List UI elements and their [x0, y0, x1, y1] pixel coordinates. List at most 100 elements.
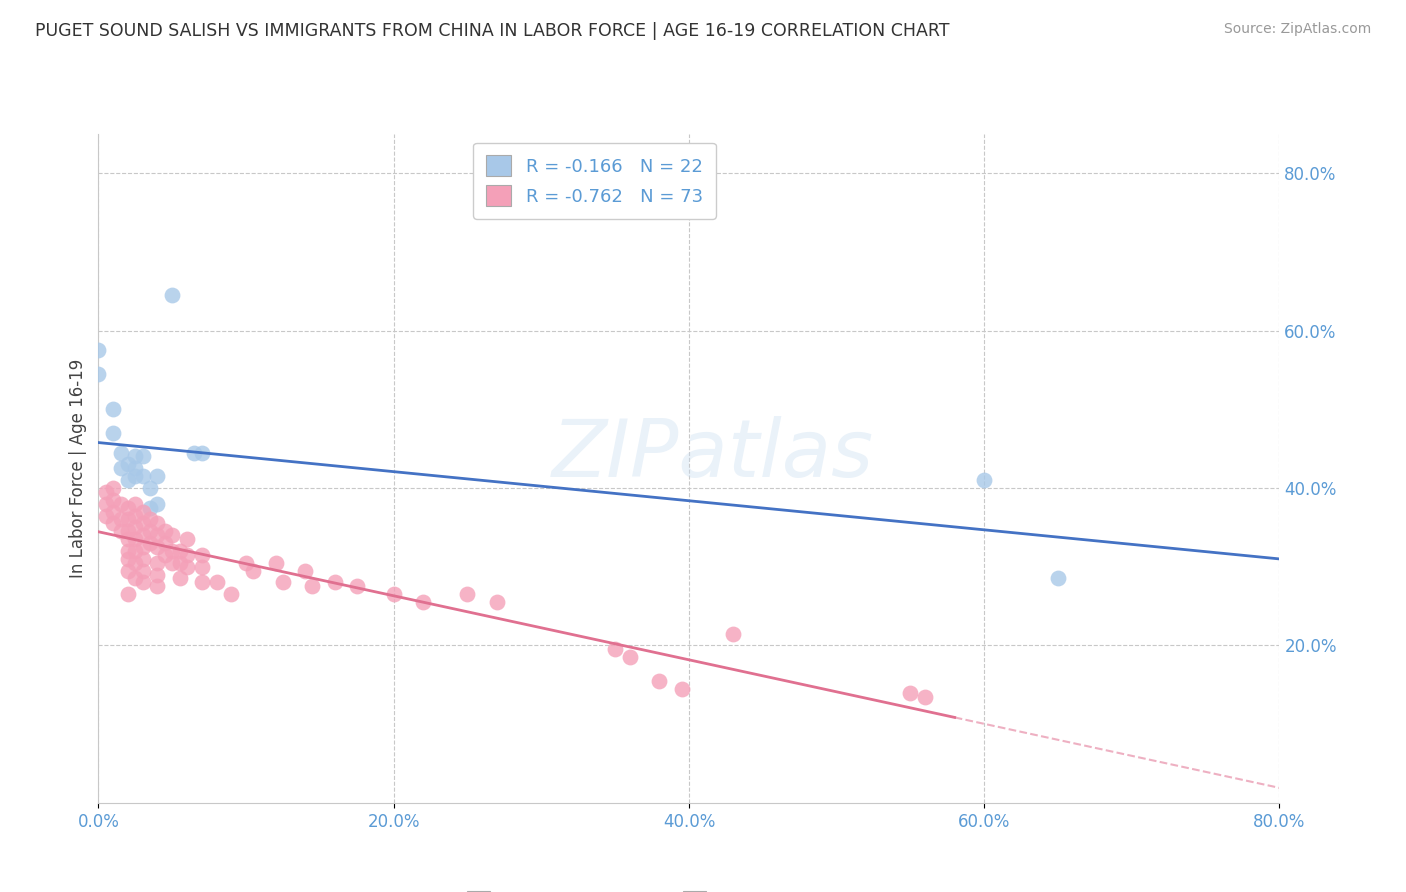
Point	[264, 556, 287, 570]
Point	[176, 548, 198, 562]
Point	[87, 343, 110, 358]
Point	[139, 512, 162, 526]
Point	[242, 564, 264, 578]
Point	[176, 559, 198, 574]
Point	[103, 516, 125, 531]
Point	[110, 524, 132, 539]
Point	[132, 540, 155, 554]
Point	[139, 524, 162, 539]
Point	[117, 524, 139, 539]
Point	[146, 516, 169, 531]
Point	[146, 528, 169, 542]
Point	[117, 532, 139, 546]
Point	[146, 567, 169, 582]
Point	[139, 536, 162, 550]
Point	[191, 559, 214, 574]
Point	[110, 445, 132, 459]
Point	[162, 288, 183, 302]
Point	[132, 551, 155, 566]
Point	[124, 520, 146, 534]
Point	[619, 650, 641, 665]
Text: PUGET SOUND SALISH VS IMMIGRANTS FROM CHINA IN LABOR FORCE | AGE 16-19 CORRELATI: PUGET SOUND SALISH VS IMMIGRANTS FROM CH…	[35, 22, 949, 40]
Point	[486, 595, 509, 609]
Point	[648, 673, 671, 688]
Point	[153, 524, 176, 539]
Point	[132, 528, 155, 542]
Point	[146, 556, 169, 570]
Point	[117, 500, 139, 515]
Point	[117, 551, 139, 566]
Point	[117, 473, 139, 487]
Point	[117, 458, 139, 472]
Text: ZIPatlas: ZIPatlas	[551, 416, 873, 494]
Point	[132, 575, 155, 590]
Point	[191, 575, 214, 590]
Text: Source: ZipAtlas.com: Source: ZipAtlas.com	[1223, 22, 1371, 37]
Point	[124, 461, 146, 475]
Point	[294, 564, 316, 578]
Point	[382, 587, 405, 601]
Point	[124, 544, 146, 558]
Point	[235, 556, 257, 570]
Point	[103, 492, 125, 507]
Point	[323, 575, 346, 590]
Y-axis label: In Labor Force | Age 16-19: In Labor Force | Age 16-19	[69, 359, 87, 578]
Point	[124, 532, 146, 546]
Point	[191, 548, 214, 562]
Point	[103, 402, 125, 417]
Point	[205, 575, 228, 590]
Point	[146, 497, 169, 511]
Point	[132, 516, 155, 531]
Point	[132, 450, 155, 464]
Point	[124, 556, 146, 570]
Point	[132, 469, 155, 483]
Point	[176, 532, 198, 546]
Point	[169, 544, 191, 558]
Point	[110, 461, 132, 475]
Point	[1046, 572, 1069, 586]
Point	[346, 579, 368, 593]
Point	[117, 564, 139, 578]
Point	[973, 473, 995, 487]
Point	[124, 469, 146, 483]
Point	[139, 500, 162, 515]
Legend: Puget Sound Salish, Immigrants from China: Puget Sound Salish, Immigrants from Chin…	[460, 885, 918, 892]
Point	[162, 528, 183, 542]
Point	[132, 564, 155, 578]
Point	[146, 540, 169, 554]
Point	[110, 512, 132, 526]
Point	[124, 450, 146, 464]
Point	[117, 587, 139, 601]
Point	[153, 536, 176, 550]
Point	[94, 484, 117, 499]
Point	[183, 445, 205, 459]
Point	[900, 685, 922, 699]
Point	[219, 587, 242, 601]
Point	[914, 690, 936, 704]
Point	[110, 497, 132, 511]
Point	[117, 544, 139, 558]
Point	[146, 579, 169, 593]
Point	[124, 508, 146, 523]
Point	[153, 548, 176, 562]
Point	[132, 505, 155, 519]
Point	[456, 587, 478, 601]
Point	[117, 512, 139, 526]
Point	[139, 481, 162, 495]
Point	[271, 575, 294, 590]
Point	[103, 505, 125, 519]
Point	[412, 595, 434, 609]
Point	[169, 572, 191, 586]
Point	[191, 445, 214, 459]
Point	[103, 425, 125, 440]
Point	[162, 556, 183, 570]
Point	[87, 367, 110, 381]
Point	[723, 626, 745, 640]
Point	[605, 642, 627, 657]
Point	[671, 681, 693, 696]
Point	[124, 572, 146, 586]
Point	[94, 508, 117, 523]
Point	[162, 544, 183, 558]
Point	[124, 497, 146, 511]
Point	[94, 497, 117, 511]
